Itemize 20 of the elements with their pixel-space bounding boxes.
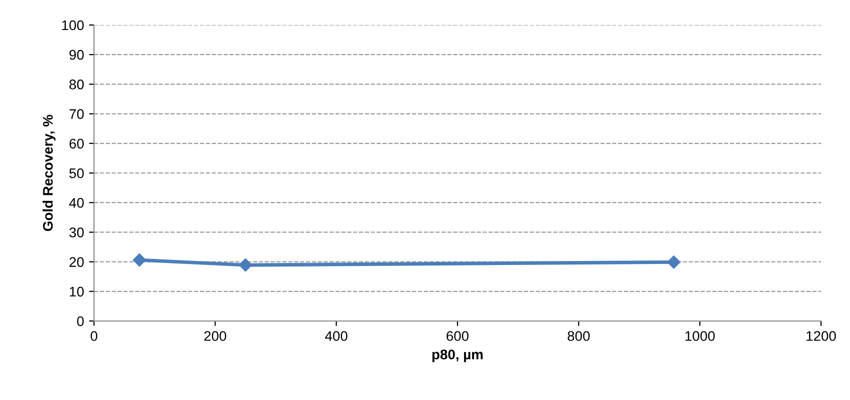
y-tick-label: 90 bbox=[69, 50, 84, 60]
y-tick-label: 10 bbox=[70, 286, 84, 297]
x-tick-label: 1200 bbox=[806, 331, 836, 341]
x-tick-label: 200 bbox=[204, 331, 226, 341]
y-tick-label: 40 bbox=[69, 198, 84, 208]
x-tick-label: 800 bbox=[568, 331, 590, 341]
y-tick-label: 100 bbox=[62, 20, 84, 30]
y-tick-label: 70 bbox=[70, 109, 84, 119]
x-tick-label: 1000 bbox=[685, 331, 715, 341]
y-tick-label: 20 bbox=[70, 257, 84, 267]
x-tick-label: 400 bbox=[325, 331, 348, 341]
y-tick-label: 30 bbox=[69, 228, 84, 238]
x-tick-label: 600 bbox=[446, 331, 469, 341]
x-tick-label: 0 bbox=[90, 331, 98, 341]
y-tick-label: 50 bbox=[69, 168, 84, 178]
y-axis-title: Gold Recovery, % bbox=[42, 114, 56, 231]
y-tick-label: 0 bbox=[77, 316, 84, 326]
y-tick-label: 60 bbox=[70, 138, 84, 149]
x-axis-title: p80, µm bbox=[432, 350, 483, 362]
y-tick-label: 80 bbox=[69, 80, 84, 90]
